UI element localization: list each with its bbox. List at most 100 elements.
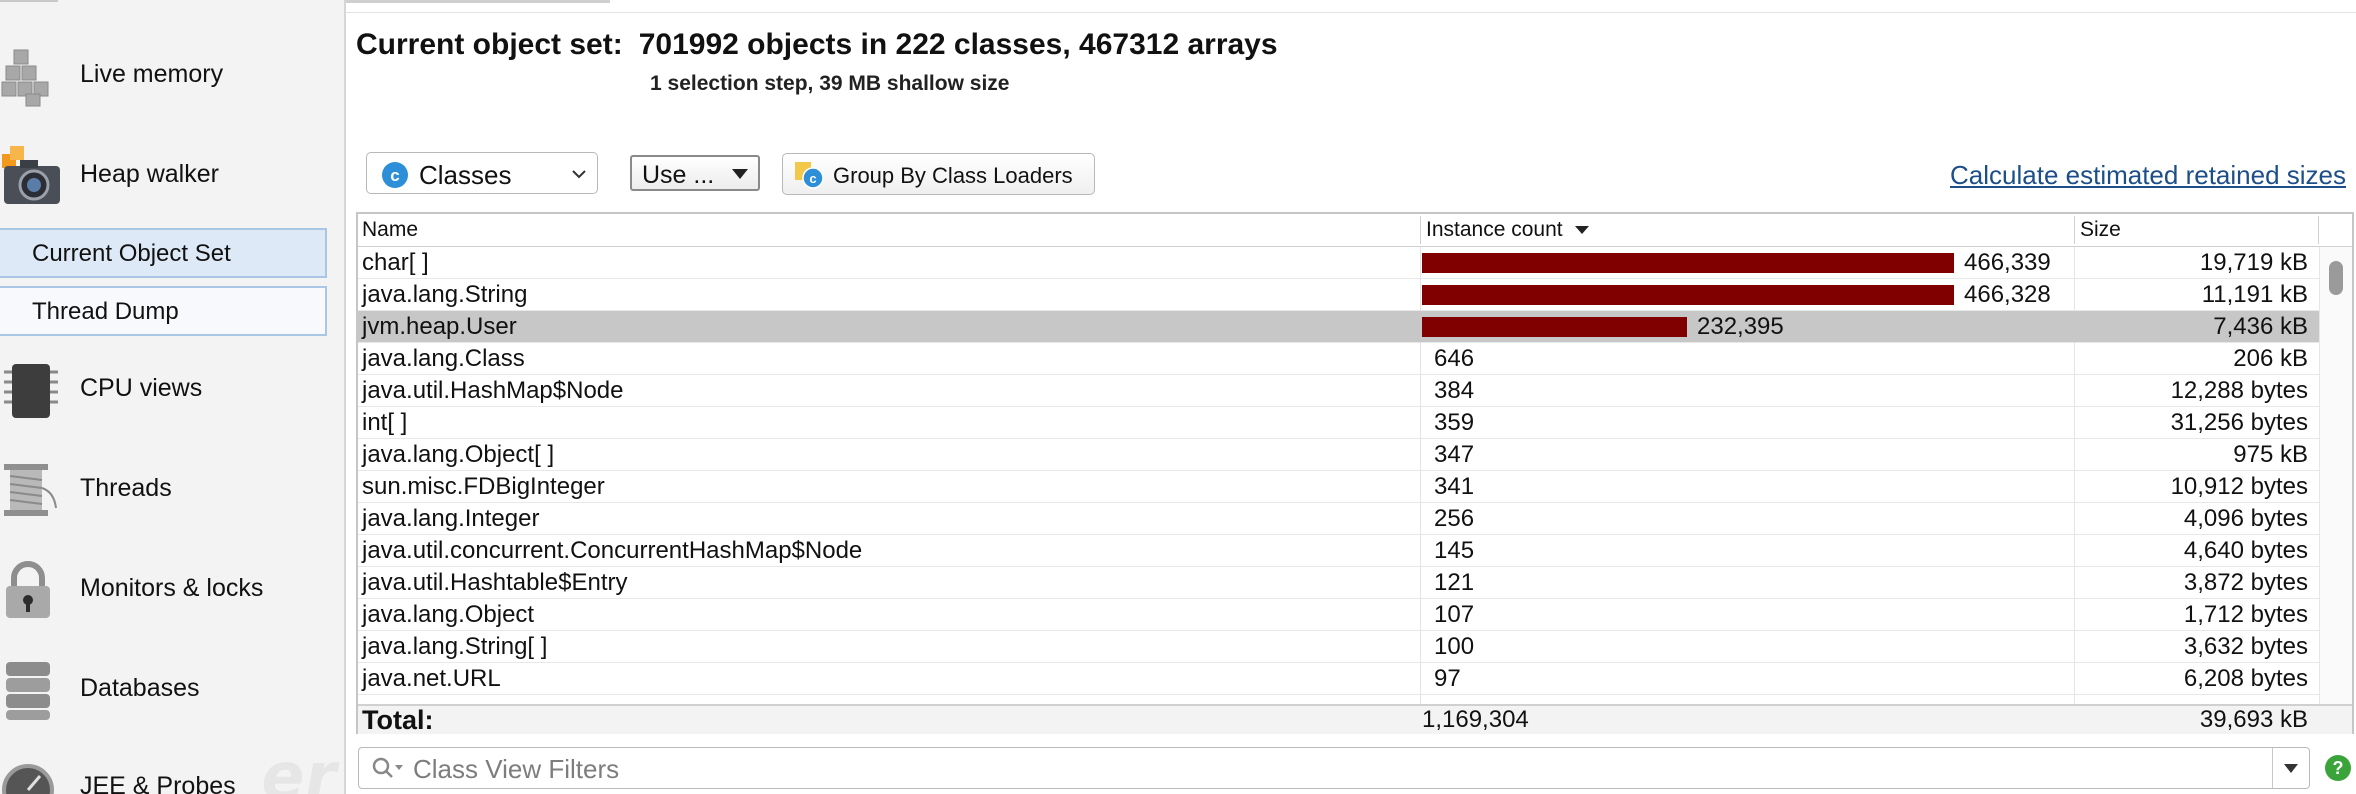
sidebar-item-databases[interactable]: Databases: [0, 644, 340, 734]
instance-count-value: 232,395: [1697, 313, 1784, 340]
view-select[interactable]: c Classes: [366, 152, 598, 194]
size-cell: 3,632 bytes: [2183, 633, 2308, 660]
instance-count-cell: 646: [1422, 343, 2076, 374]
instance-count-value: 145: [1434, 537, 1475, 564]
sidebar-item-jee-probes[interactable]: JEE & Probes: [0, 742, 340, 794]
instance-count-value: 107: [1434, 601, 1475, 628]
table-row[interactable]: java.lang.Class 646 206 kB: [358, 343, 2320, 375]
search-icon: [372, 757, 403, 778]
instance-count-cell: 347: [1422, 439, 2076, 470]
instance-count-bar: [1422, 253, 1954, 273]
size-cell: 11,191 kB: [2201, 281, 2308, 308]
column-divider[interactable]: [2074, 216, 2075, 244]
tab-divider: [346, 12, 2356, 13]
group-by-class-loaders-button[interactable]: c Group By Class Loaders: [782, 153, 1095, 195]
column-divider: [2318, 216, 2319, 244]
sidebar-item-label: Monitors & locks: [80, 574, 264, 602]
table-row[interactable]: java.lang.Object 107 1,712 bytes: [358, 599, 2320, 631]
instance-count-cell: 466,339: [1422, 247, 2076, 278]
cpu-chip-icon: [4, 364, 58, 418]
use-button-label: Use ...: [642, 161, 715, 189]
table-row[interactable]: java.lang.Integer 256 4,096 bytes: [358, 503, 2320, 535]
chevron-down-icon: [2284, 764, 2298, 773]
column-header-label: Name: [362, 218, 419, 241]
vertical-scrollbar[interactable]: [2319, 247, 2352, 704]
instance-count-cell: 384: [1422, 375, 2076, 406]
scrollbar-thumb[interactable]: [2329, 261, 2343, 295]
calculate-retained-sizes-link[interactable]: Calculate estimated retained sizes: [1950, 160, 2346, 190]
instance-count-cell: 466,328: [1422, 279, 2076, 310]
page-subtitle: 1 selection step, 39 MB shallow size: [650, 72, 1010, 95]
svg-text:c: c: [809, 171, 816, 186]
table-row[interactable]: java.util.Hashtable$Entry 121 3,872 bytes: [358, 567, 2320, 599]
instance-count-value: 466,339: [1964, 249, 2051, 276]
thread-spool-icon: [4, 464, 57, 516]
use-button[interactable]: Use ...: [630, 155, 760, 191]
size-cell: 206 kB: [2233, 345, 2308, 372]
main-panel: Current object set: 701992 objects in 222…: [346, 0, 2356, 794]
instance-count-cell: 121: [1422, 567, 2076, 598]
instance-count-value: 121: [1434, 569, 1475, 596]
class-name-cell: jvm.heap.User: [362, 313, 517, 340]
tab-indicator: [346, 0, 610, 3]
column-header-size[interactable]: Size: [2076, 214, 2316, 246]
column-header-name[interactable]: Name: [358, 214, 1422, 246]
table-row[interactable]: java.lang.Object[ ] 347 975 kB: [358, 439, 2320, 471]
class-name-cell: java.lang.Integer: [362, 505, 540, 532]
instance-count-cell: 97: [1422, 663, 2076, 694]
column-gridline: [2074, 247, 2075, 704]
camera-icon: [2, 146, 60, 204]
table-row[interactable]: java.lang.String[ ] 100 3,632 bytes: [358, 631, 2320, 663]
view-select-value: Classes: [419, 160, 512, 190]
table-row[interactable]: java.util.HashMap$Node 384 12,288 bytes: [358, 375, 2320, 407]
table-row[interactable]: jvm.heap.User 232,395 7,436 kB: [358, 311, 2320, 343]
table-row[interactable]: char[ ] 466,339 19,719 kB: [358, 247, 2320, 279]
total-label: Total:: [362, 705, 434, 735]
size-cell: 975 kB: [2233, 441, 2308, 468]
instance-count-value: 646: [1434, 345, 1475, 372]
watermark-glyph: er: [255, 740, 344, 794]
sort-descending-icon: [1575, 226, 1590, 234]
sidebar-item-live-memory[interactable]: Live memory: [0, 30, 340, 120]
filter-dropdown-button[interactable]: [2272, 748, 2309, 788]
instance-count-cell: 100: [1422, 631, 2076, 662]
class-name-cell: java.lang.Object: [362, 601, 535, 628]
instance-count-value: 100: [1434, 633, 1475, 660]
sidebar-subitem-label: Thread Dump: [32, 298, 179, 325]
table-row[interactable]: int[ ] 359 31,256 bytes: [358, 407, 2320, 439]
sidebar-item-heap-walker[interactable]: Heap walker: [0, 130, 340, 220]
filter-input[interactable]: [411, 752, 2215, 786]
padlock-icon: [6, 561, 50, 618]
size-cell: 19,719 kB: [2199, 249, 2308, 276]
instance-count-cell: 145: [1422, 535, 2076, 566]
column-header-label: Size: [2080, 218, 2121, 241]
help-icon[interactable]: ?: [2324, 754, 2352, 782]
table-body: char[ ] 466,339 19,719 kB java.lang.String 4…: [358, 247, 2320, 704]
instance-count-cell: 232,395: [1422, 311, 2076, 342]
sidebar-item-threads[interactable]: Threads: [0, 444, 340, 534]
cubes-icon: [1, 49, 49, 107]
instance-count-value: 347: [1434, 441, 1475, 468]
sidebar-top-divider: [0, 0, 58, 2]
sidebar-item-label: Heap walker: [80, 160, 219, 188]
instance-count-value: 341: [1434, 473, 1475, 500]
instance-count-cell: 359: [1422, 407, 2076, 438]
class-name-cell: java.lang.Object[ ]: [362, 441, 555, 468]
table-row[interactable]: java.lang.String 466,328 11,191 kB: [358, 279, 2320, 311]
sidebar-item-monitors-locks[interactable]: Monitors & locks: [0, 544, 340, 634]
column-divider[interactable]: [1420, 216, 1421, 244]
instance-count-cell: 256: [1422, 503, 2076, 534]
sidebar-subitem-current-object-set[interactable]: Current Object Set: [0, 228, 327, 278]
sidebar-item-label: Live memory: [80, 60, 224, 88]
table-row[interactable]: sun.misc.FDBigInteger 341 10,912 bytes: [358, 471, 2320, 503]
gauge-icon: [2, 764, 54, 794]
class-view-filter[interactable]: [358, 747, 2310, 789]
table-row[interactable]: java.util.concurrent.ConcurrentHashMap$N…: [358, 535, 2320, 567]
column-header-instance-count[interactable]: Instance count: [1422, 214, 2074, 246]
sidebar-item-cpu-views[interactable]: CPU views: [0, 344, 340, 434]
svg-text:c: c: [390, 166, 399, 185]
sidebar-subitem-thread-dump[interactable]: Thread Dump: [0, 286, 327, 336]
class-name-cell: int[ ]: [362, 409, 408, 436]
table-row[interactable]: java.net.URL 97 6,208 bytes: [358, 663, 2320, 695]
class-name-cell: java.lang.String: [362, 281, 528, 308]
